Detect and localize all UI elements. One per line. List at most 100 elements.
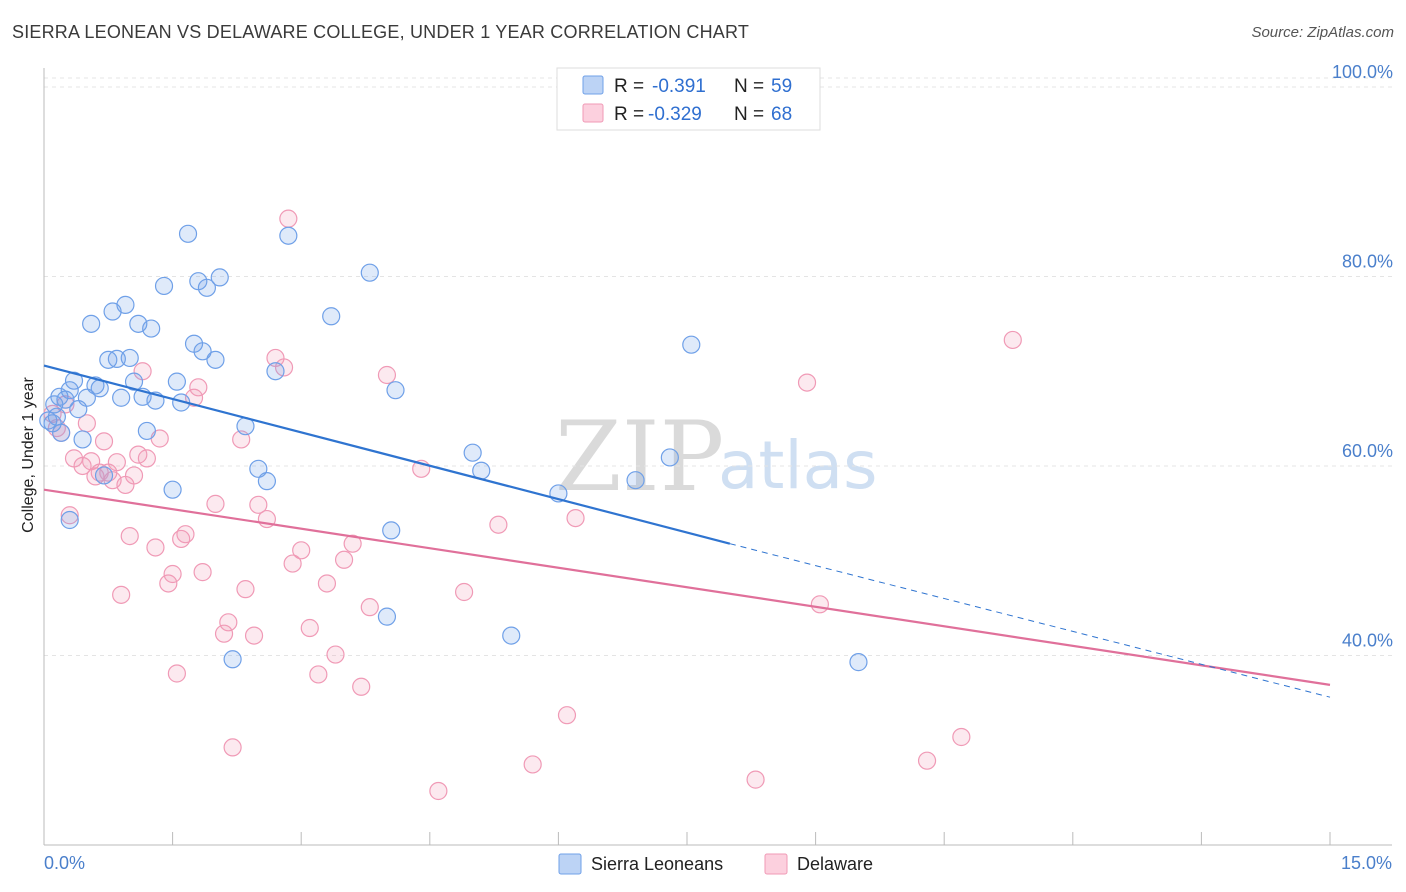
delaware-point: [454, 582, 474, 602]
delaware-point: [176, 525, 195, 544]
sierra-leoneans-point: [107, 349, 126, 369]
delaware-point: [137, 449, 156, 468]
delaware-point: [343, 534, 362, 553]
y-tick-label: 60.0%: [1342, 441, 1393, 461]
sierra-leoneans-point: [377, 607, 397, 626]
sierra-leoneans-point: [660, 448, 679, 467]
sierra-leoneans-point: [626, 471, 645, 490]
delaware-point: [214, 624, 234, 643]
sierra-leoneans-point: [502, 626, 521, 645]
delaware-point: [523, 755, 542, 774]
delaware-point: [129, 445, 148, 464]
axes: [43, 68, 1392, 846]
sierra-leoneans-point: [167, 372, 186, 391]
legend-r-value-sierra: -0.391: [652, 76, 706, 97]
delaware-point: [206, 494, 225, 513]
delaware-point: [244, 626, 264, 645]
sierra-leoneans-point: [849, 653, 868, 672]
delaware-point: [249, 495, 268, 514]
sierra-leoneans-point: [52, 423, 71, 442]
y-tick-label: 40.0%: [1342, 630, 1393, 650]
delaware-point: [274, 358, 294, 377]
bottom-legend-label-sierra: Sierra Leoneans: [591, 854, 723, 874]
bottom-legend-label-delaware: Delaware: [797, 854, 873, 874]
delaware-point: [189, 378, 208, 397]
delaware-point: [952, 727, 971, 747]
sierra-leoneans-point: [137, 421, 156, 441]
sierra-leoneans-point: [386, 381, 405, 400]
sierra-leoneans-point: [193, 342, 212, 361]
sierra-leoneans-point: [178, 224, 198, 243]
sierra-leoneans-point: [154, 276, 174, 296]
delaware-trend-line: [43, 488, 1331, 686]
delaware-point: [334, 550, 354, 569]
delaware-point: [60, 506, 79, 525]
sierra-leoneans-point: [142, 319, 161, 338]
sierra-leoneans-point: [206, 350, 225, 369]
delaware-point: [557, 706, 577, 725]
delaware-point: [112, 585, 131, 604]
delaware-point: [283, 554, 302, 573]
sierra-leoneans-trend-line: [43, 364, 731, 545]
delaware-point: [193, 563, 212, 582]
chart-title: SIERRA LEONEAN VS DELAWARE COLLEGE, UNDE…: [12, 22, 750, 42]
sierra-leoneans-point: [60, 510, 79, 530]
sierra-leoneans-point: [382, 521, 401, 540]
delaware-point: [1003, 330, 1022, 350]
delaware-point: [317, 574, 337, 593]
bottom-legend: Sierra Leoneans Delaware: [558, 853, 873, 875]
sierra-leoneans-point: [94, 466, 114, 485]
sierra-leoneans-trend-extension: [729, 543, 1331, 698]
x-tick-label-min: 0.0%: [44, 853, 85, 873]
sierra-leoneans-point: [197, 278, 216, 297]
sierra-leoneans-point: [322, 307, 341, 326]
sierra-leoneans-point: [82, 314, 101, 333]
sierra-leoneans-point: [124, 372, 144, 391]
x-ticks: [172, 832, 1331, 845]
delaware-point: [167, 664, 186, 683]
watermark-zip: ZIP: [555, 401, 724, 513]
legend-r-label-delaware: R =: [614, 104, 644, 125]
legend-n-value-sierra: 59: [771, 76, 792, 97]
sierra-leoneans-point: [120, 348, 139, 368]
sierra-leoneans-point: [223, 650, 242, 669]
delaware-point: [236, 580, 255, 599]
delaware-point: [566, 508, 585, 528]
sierra-leoneans-point: [249, 459, 268, 478]
legend-swatch-sierra: [582, 75, 604, 95]
delaware-point: [219, 613, 238, 632]
delaware-point: [326, 645, 345, 664]
delaware-point: [73, 456, 92, 476]
delaware-point: [797, 373, 817, 392]
sierra-leoneans-point: [60, 381, 79, 400]
sierra-leoneans-point: [116, 295, 135, 314]
sierra-leoneans-point: [77, 388, 96, 407]
sierra-leoneans-point: [163, 480, 182, 499]
sierra-leoneans-point: [257, 472, 277, 491]
delaware-point: [279, 209, 298, 228]
sierra-leoneans-point: [360, 263, 379, 282]
sierra-leoneans-point: [50, 387, 69, 406]
x-tick-label-max: 15.0%: [1341, 853, 1392, 873]
delaware-point: [107, 453, 126, 472]
delaware-point: [223, 738, 242, 757]
bottom-legend-swatch-delaware: [764, 853, 788, 875]
delaware-point: [94, 432, 114, 451]
y-tick-label: 80.0%: [1342, 251, 1393, 271]
sierra-leoneans-point: [266, 362, 285, 381]
source-credit: Source: ZipAtlas.com: [1251, 24, 1394, 41]
delaware-point: [124, 466, 144, 485]
sierra-leoneans-point: [279, 226, 298, 245]
delaware-point: [429, 781, 448, 801]
sierra-leoneans-points: [39, 224, 868, 672]
delaware-points: [43, 209, 1022, 801]
delaware-point: [146, 538, 165, 557]
y-axis-label: College, Under 1 year: [20, 377, 37, 533]
delaware-point: [120, 526, 139, 546]
legend-r-value-delaware: -0.329: [648, 104, 702, 125]
delaware-point: [352, 677, 371, 696]
sierra-leoneans-point: [73, 430, 92, 449]
sierra-leoneans-point: [682, 335, 701, 354]
delaware-point: [309, 665, 328, 684]
